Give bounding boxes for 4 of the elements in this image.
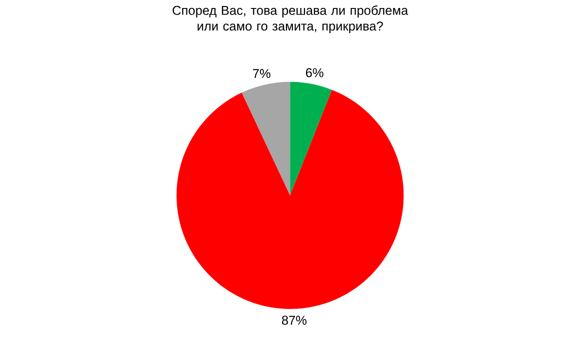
data-label: 7% <box>253 69 270 78</box>
data-label: 6% <box>306 68 324 78</box>
data-label: 87% <box>282 316 307 325</box>
chart-title: Според Вас, това решава ли проблема или само го замита, прикрива? <box>172 5 408 34</box>
